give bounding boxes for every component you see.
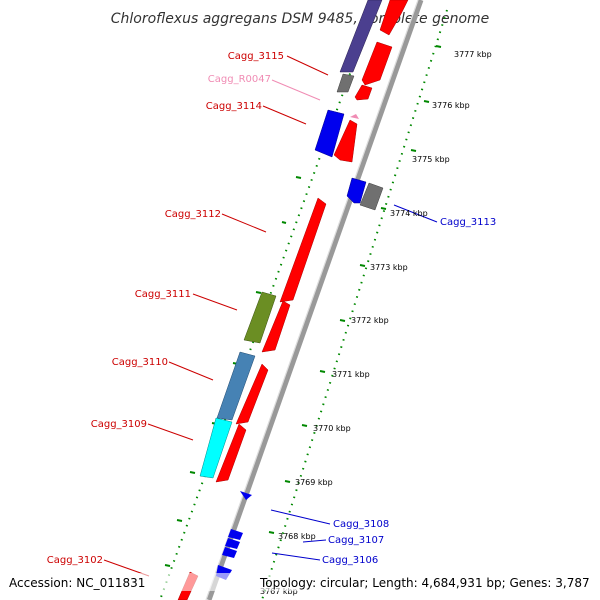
tick-label: 3767 kbp [260, 587, 298, 596]
gene-3112 [279, 197, 327, 303]
label-cagg-3109: Cagg_3109 [91, 419, 147, 430]
gene-3113 [359, 182, 384, 211]
gene-forward-3111 [261, 300, 291, 353]
tick-label: 3769 kbp [295, 478, 333, 487]
label-cagg-3115: Cagg_3115 [228, 51, 284, 62]
gene-cog-3115 [339, 0, 383, 73]
gene-cog-3111 [243, 291, 277, 344]
map-title: Chloroflexus aggregans DSM 9485, complet… [111, 11, 490, 27]
tick-label: 3774 kbp [390, 209, 428, 218]
label-cagg-3113: Cagg_3113 [440, 217, 496, 228]
label-cagg-3108: Cagg_3108 [333, 519, 389, 530]
gene-cog-3110 [216, 351, 256, 421]
gene-forward-3109 [215, 423, 247, 483]
reverse-genes [216, 177, 384, 580]
tick-label: 3773 kbp [370, 263, 408, 272]
genome-backbone [206, 0, 424, 600]
summary-text: Topology: circular; Length: 4,684,931 bp… [259, 576, 590, 590]
label-cagg-3114: Cagg_3114 [206, 101, 262, 112]
label-cagg-3110: Cagg_3110 [112, 357, 168, 368]
label-connectors [103, 55, 438, 577]
gene-forward-3115 [361, 41, 393, 86]
tick-label: 3772 kbp [351, 316, 389, 325]
tick-label: 3775 kbp [412, 155, 450, 164]
cog-genes [199, 0, 383, 479]
tick-label: 3770 kbp [313, 424, 351, 433]
gene-cog-3109 [199, 417, 233, 479]
tick-label: 3768 kbp [278, 532, 316, 541]
rna-marker-r0047 [350, 114, 359, 119]
accession-text: Accession: NC_011831 [9, 576, 145, 590]
forward-genes [177, 0, 409, 600]
gc-skew-marks-right [268, 45, 442, 534]
label-cagg-3106: Cagg_3106 [322, 555, 378, 566]
label-cagg-3112: Cagg_3112 [165, 209, 221, 220]
gene-3107b [225, 538, 240, 549]
gene-forward-3110 [235, 363, 269, 425]
tick-label: 3777 kbp [454, 50, 492, 59]
label-cagg-r0047: Cagg_R0047 [208, 74, 271, 85]
gene-forward-r0047 [354, 84, 373, 101]
backbone-highlight [205, 0, 419, 600]
label-cagg-3111: Cagg_3111 [135, 289, 191, 300]
label-cagg-3102: Cagg_3102 [47, 555, 103, 566]
gene-3108 [240, 491, 252, 500]
gene-top-forward [379, 0, 409, 36]
tick-label: 3771 kbp [332, 370, 370, 379]
tick-label: 3776 kbp [432, 101, 470, 110]
footer-backdrop [0, 573, 600, 591]
label-cagg-3107: Cagg_3107 [328, 535, 384, 546]
gene-3107a [228, 529, 243, 540]
gene-3113-blue [346, 177, 367, 204]
gene-3106 [222, 547, 237, 558]
gene-cog-r0047 [336, 73, 355, 93]
gene-cog-3114 [314, 109, 345, 158]
gene-forward-3114 [333, 119, 358, 163]
